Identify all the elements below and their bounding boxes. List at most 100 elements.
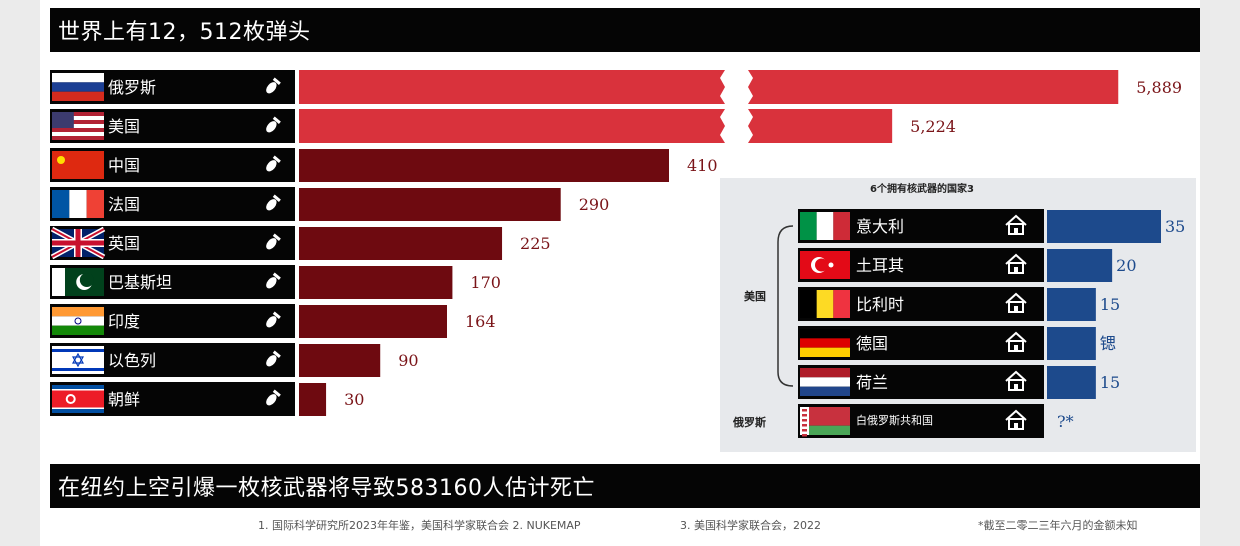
value-label: 5,224 (910, 117, 956, 136)
footnotes: 1. 国际科学研究所2023年年鉴，美国科学家联合会 2. NUKEMAP 3.… (0, 512, 1240, 536)
bar-segment-left (299, 70, 725, 104)
bar-segment-right (748, 70, 1119, 104)
main-bar-chart: 俄罗斯 5,889 美国 5,224 中国 410 法国 290 英国 225 巴基斯坦 170 印度 1… (50, 70, 1182, 416)
value-label: 35 (1165, 217, 1185, 236)
bar (1047, 288, 1096, 321)
country-name: 土耳其 (856, 256, 904, 275)
turkey-flag-icon (800, 251, 850, 279)
country-name: 朝鲜 (108, 390, 140, 409)
value-label: 锶 (1100, 334, 1116, 353)
footnote-note: *截至二零二三年六月的金额未知 (978, 519, 1138, 532)
inset-country-row: 荷兰 15 (798, 365, 1120, 399)
footnote-1: 1. 国际科学研究所2023年年鉴，美国科学家联合会 2. NUKEMAP (258, 519, 581, 532)
chart-title: 世界上有12，512枚弹头 (50, 8, 1200, 52)
base-icon (1005, 331, 1027, 352)
germany-flag-icon (800, 329, 850, 357)
bar-segment-right (748, 109, 893, 143)
country-name: 德国 (856, 334, 888, 353)
warhead-icon (266, 233, 281, 250)
country-row: 英国 225 (50, 226, 551, 260)
warhead-icon (266, 272, 281, 289)
country-name: 荷兰 (856, 373, 888, 392)
base-icon (1005, 253, 1027, 274)
inset-country-row: 白俄罗斯共和国 ?* (798, 404, 1074, 438)
belgium-flag-icon (800, 290, 850, 318)
country-row: 以色列 90 (50, 343, 419, 377)
warhead-icon (266, 194, 281, 211)
country-name: 比利时 (856, 295, 904, 314)
country-name: 印度 (108, 312, 140, 331)
israel-flag-icon (52, 346, 104, 374)
base-icon (1005, 292, 1027, 313)
france-flag-icon (52, 190, 104, 218)
value-label: 90 (398, 351, 418, 370)
country-name: 意大利 (856, 217, 904, 236)
bar-segment-left (299, 109, 725, 143)
base-icon (1005, 409, 1027, 430)
country-row: 巴基斯坦 170 (50, 265, 501, 299)
country-row: 印度 164 (50, 304, 496, 338)
warhead-icon (266, 155, 281, 172)
country-row: 朝鲜 30 (50, 382, 364, 416)
inset-country-row: 德国 锶 (798, 326, 1116, 360)
pakistan-flag-icon (52, 268, 104, 296)
india-flag-icon (52, 307, 104, 335)
group-bracket (777, 225, 794, 387)
inset-country-row: 比利时 15 (798, 287, 1120, 321)
bar (1047, 210, 1161, 243)
value-label: 20 (1116, 256, 1136, 275)
country-name: 中国 (108, 156, 140, 175)
country-row: 俄罗斯 5,889 (50, 70, 1182, 104)
value-label: 15 (1100, 295, 1120, 314)
value-label: 170 (470, 273, 501, 292)
value-label: 30 (344, 390, 364, 409)
chart-subtitle-text: 在纽约上空引爆一枚核武器将导致583160人估计死亡 (58, 476, 595, 501)
country-name: 白俄罗斯共和国 (856, 413, 933, 427)
country-name: 巴基斯坦 (108, 273, 172, 292)
value-label: ?* (1057, 412, 1074, 431)
chart-subtitle: 在纽约上空引爆一枚核武器将导致583160人估计死亡 (50, 464, 1200, 508)
bar (299, 383, 327, 416)
bar (299, 344, 381, 377)
country-name: 法国 (108, 195, 140, 214)
bar (1047, 327, 1096, 360)
bar (1047, 249, 1113, 282)
bar (1047, 366, 1096, 399)
inset-title: 6个拥有核武器的国家3 (870, 182, 974, 195)
country-name: 以色列 (108, 351, 156, 370)
usa-flag-icon (52, 112, 104, 140)
bar (299, 227, 503, 260)
country-name: 美国 (108, 117, 140, 136)
netherlands-flag-icon (800, 368, 850, 396)
bar (299, 305, 447, 338)
bar (299, 188, 561, 221)
country-row: 美国 5,224 (50, 109, 956, 143)
country-row: 中国 410 (50, 148, 718, 182)
inset-country-row: 意大利 35 (798, 209, 1185, 243)
north-korea-flag-icon (52, 385, 104, 413)
chart-title-text: 世界上有12，512枚弹头 (58, 20, 311, 45)
value-label: 290 (579, 195, 610, 214)
base-icon (1005, 370, 1027, 391)
russia-flag-icon (52, 73, 104, 101)
china-flag-icon (52, 151, 104, 179)
belarus-flag-icon (800, 407, 850, 437)
country-row: 法国 290 (50, 187, 609, 221)
warhead-icon (266, 116, 281, 133)
inset-country-row: 土耳其 20 (798, 248, 1137, 282)
warhead-icon (266, 350, 281, 367)
uk-flag-icon (50, 226, 106, 260)
value-label: 5,889 (1136, 78, 1182, 97)
warhead-icon (266, 77, 281, 94)
bar (299, 266, 453, 299)
value-label: 410 (687, 156, 718, 175)
base-icon (1005, 214, 1027, 235)
value-label: 15 (1100, 373, 1120, 392)
italy-flag-icon (800, 212, 850, 240)
warhead-icon (266, 389, 281, 406)
bar (299, 149, 669, 182)
value-label: 225 (520, 234, 551, 253)
footnote-3: 3. 美国科学家联合会，2022 (680, 519, 821, 532)
